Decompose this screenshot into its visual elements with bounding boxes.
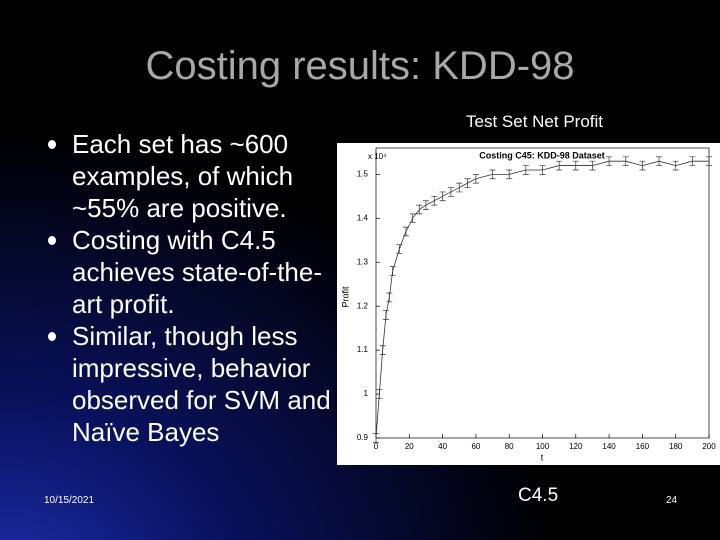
error-bar <box>522 165 529 175</box>
error-bar <box>506 169 513 180</box>
error-bar <box>706 156 712 166</box>
error-bar <box>431 195 438 206</box>
error-bar <box>672 160 679 171</box>
error-bar <box>386 292 393 303</box>
error-bar <box>389 266 396 276</box>
y-tick-label: 1.5 <box>357 169 369 178</box>
error-bar <box>622 156 629 166</box>
error-bar <box>606 156 613 166</box>
error-bar <box>439 191 446 202</box>
figure-label: C4.5 <box>518 485 559 506</box>
error-bar <box>639 160 646 171</box>
error-bar <box>539 165 546 175</box>
y-tick-label: 1.2 <box>357 301 369 310</box>
error-bar <box>556 160 563 171</box>
y-multiplier: x 10⁴ <box>368 152 387 161</box>
error-bar <box>396 244 403 254</box>
bullet-list: Each set has ~600 examples, of which ~55… <box>48 128 348 448</box>
chart-title: Costing C45: KDD-98 Dataset <box>479 150 605 160</box>
x-tick-label: 160 <box>636 442 650 451</box>
x-tick-label: 120 <box>569 442 583 451</box>
error-bar <box>376 389 383 399</box>
y-tick-label: 1.4 <box>357 213 369 222</box>
y-tick-label: 1.1 <box>357 345 369 354</box>
error-bar <box>447 187 454 197</box>
error-bar <box>373 433 379 443</box>
error-bar <box>422 200 429 210</box>
error-bar <box>382 310 389 320</box>
figure-caption: Test Set Net Profit <box>466 112 603 131</box>
bullet: Costing with C4.5 achieves state-of-the-… <box>48 224 348 320</box>
x-tick-label: 0 <box>374 442 379 451</box>
x-tick-label: 100 <box>536 442 550 451</box>
error-bar <box>416 204 423 215</box>
bullet: Similar, though less impressive, behavio… <box>48 320 348 448</box>
error-bar <box>402 226 409 237</box>
error-bar <box>456 182 463 193</box>
x-tick-label: 140 <box>602 442 616 451</box>
y-tick-label: 0.9 <box>357 433 369 442</box>
error-bar <box>572 160 579 171</box>
error-bar <box>489 169 496 180</box>
chart-background <box>337 143 720 465</box>
x-tick-label: 180 <box>669 442 683 451</box>
error-bar <box>464 178 471 188</box>
y-tick-label: 1 <box>364 389 369 398</box>
date: 10/15/2021 <box>44 495 95 506</box>
y-axis-label: Profit <box>340 286 350 308</box>
error-bar <box>409 213 416 224</box>
x-tick-label: 40 <box>438 442 447 451</box>
error-bar <box>472 174 479 184</box>
error-bar <box>656 156 663 166</box>
x-axis-label: t <box>541 452 544 462</box>
error-bar <box>689 156 696 166</box>
x-tick-label: 80 <box>505 442 514 451</box>
error-bar <box>379 345 386 355</box>
x-tick-label: 60 <box>471 442 480 451</box>
page-number: 24 <box>666 495 678 506</box>
y-tick-label: 1.3 <box>357 257 369 266</box>
error-bar <box>589 160 596 171</box>
slide-title: Costing results: KDD-98 <box>145 44 575 88</box>
bullet: Each set has ~600 examples, of which ~55… <box>48 128 348 224</box>
x-tick-label: 200 <box>702 442 716 451</box>
x-tick-label: 20 <box>405 442 414 451</box>
